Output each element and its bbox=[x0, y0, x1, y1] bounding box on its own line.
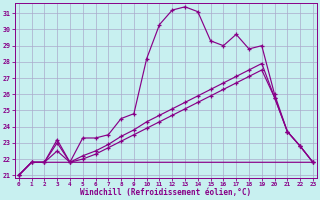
X-axis label: Windchill (Refroidissement éolien,°C): Windchill (Refroidissement éolien,°C) bbox=[80, 188, 252, 197]
